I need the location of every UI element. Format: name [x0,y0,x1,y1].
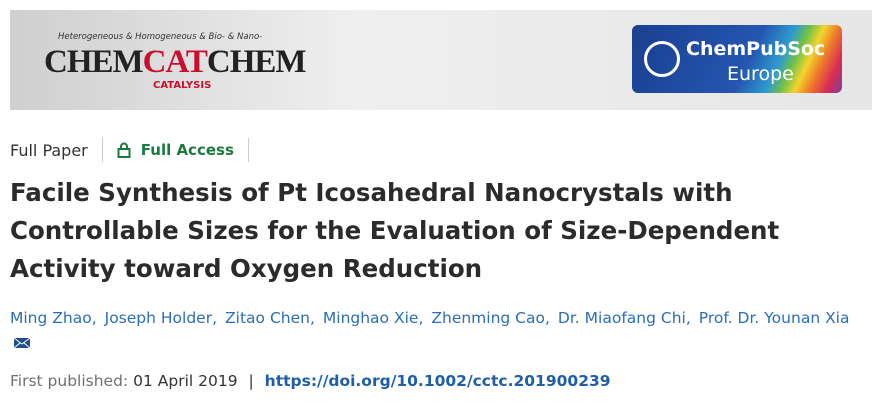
published-label: First published: [10,372,129,390]
author-separator: , [418,309,424,327]
society-region: Europe [727,63,794,85]
article-title: Facile Synthesis of Pt Icosahedral Nanoc… [10,178,780,283]
divider [101,138,103,162]
author-entry: Dr. Miaofang Chi, [558,309,691,327]
publication-info: First published: 01 April 2019 | https:/… [10,372,611,390]
author-name[interactable]: Zitao Chen [225,309,310,327]
published-date: 01 April 2019 [133,372,238,390]
divider [247,138,249,162]
author-name[interactable]: Joseph Holder [104,309,213,327]
author-name[interactable]: Ming Zhao [10,309,92,327]
author-name[interactable]: Dr. Miaofang Chi [557,309,686,327]
author-entry: Zitao Chen, [225,309,315,327]
email-icon[interactable] [13,337,31,349]
author-name[interactable]: Minghao Xie [322,309,419,327]
access-label: Full Access [140,141,234,159]
author-entry: Ming Zhao, [10,309,97,327]
author-entry: Joseph Holder, [105,309,217,327]
society-logo[interactable]: ChemPubSoc Europe [632,25,842,93]
author-entry: Minghao Xie, [323,309,423,327]
society-icon [644,41,680,77]
separator: | [248,372,254,390]
access-badge: Full Access [117,141,234,159]
logo-part: CHEM [44,44,144,80]
doi-link[interactable]: https://doi.org/10.1002/cctc.201900239 [264,372,611,390]
society-name: ChemPubSoc [686,38,826,60]
author-separator: , [544,309,550,327]
logo-part: CHEM [206,44,307,80]
author-entry: Zhenming Cao, [431,309,550,327]
logo-part: CAT [142,44,208,80]
author-name[interactable]: Zhenming Cao [431,309,545,327]
article-type: Full Paper [10,140,88,160]
author-separator: , [212,309,218,327]
journal-subtitle: CATALYSIS [153,80,212,91]
journal-banner: Heterogeneous & Homogeneous & Bio- & Nan… [10,10,872,110]
author-separator: , [685,309,691,327]
journal-logo[interactable]: CHEMCATCHEM [44,44,307,81]
lock-icon [117,142,131,158]
author-entry: Prof. Dr. Younan Xia [10,309,850,353]
author-separator: , [91,309,97,327]
article-meta: Full Paper Full Access [10,138,263,162]
author-list: Ming Zhao, Joseph Holder, Zitao Chen, Mingh… [10,305,872,357]
tagline: Heterogeneous & Homogeneous & Bio- & Nan… [58,32,263,42]
author-separator: , [309,309,315,327]
author-name[interactable]: Prof. Dr. Younan Xia [698,309,850,327]
